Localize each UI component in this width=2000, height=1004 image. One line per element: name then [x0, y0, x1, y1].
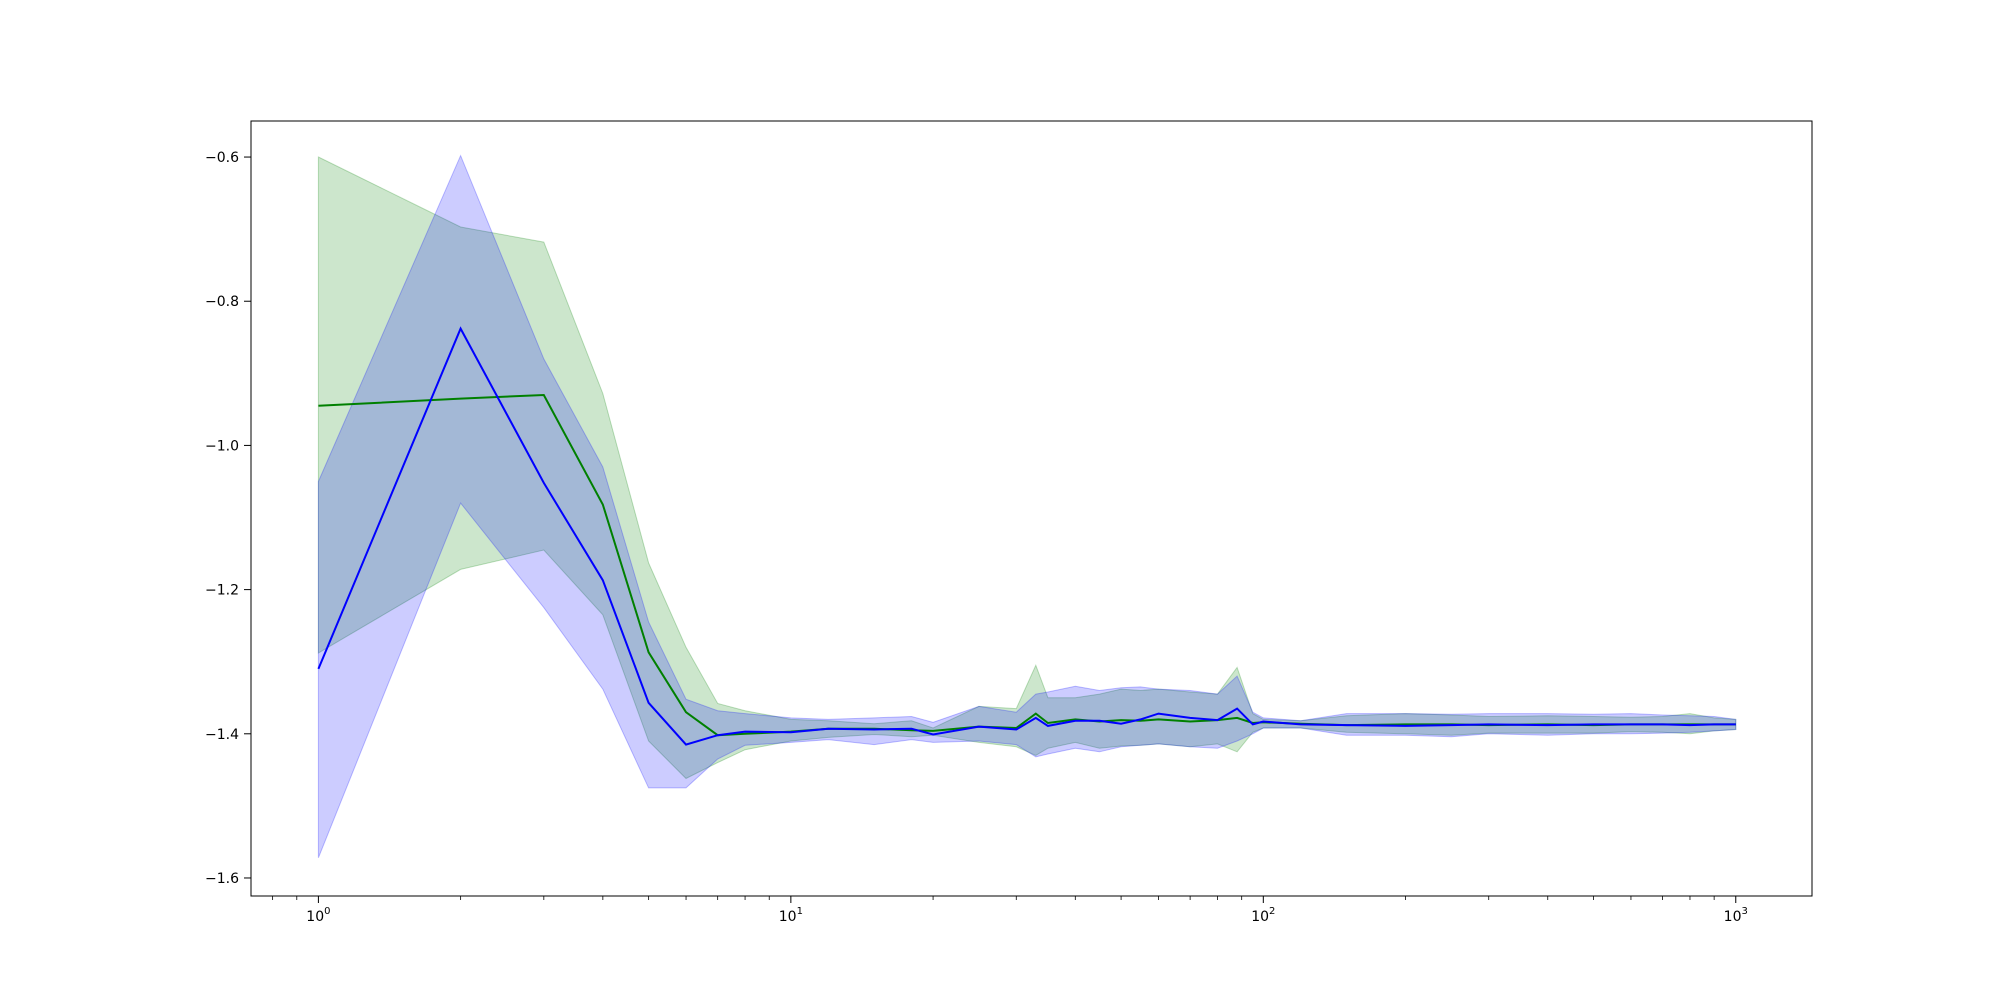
- series-lines: [317, 326, 1736, 746]
- x-tick-label: 103: [1724, 906, 1748, 925]
- y-tick-label: −0.6: [205, 150, 239, 166]
- x-tick-label: 100: [306, 906, 330, 925]
- y-tick-label: −1.6: [205, 871, 239, 887]
- series-2-band: [317, 154, 1737, 858]
- x-axis: 100 101 102 103: [272, 896, 1748, 925]
- y-tick-label: −1.0: [205, 438, 239, 454]
- y-tick-label: −1.2: [205, 583, 239, 599]
- y-tick-label: −1.4: [205, 727, 239, 743]
- confidence-bands: [317, 154, 1737, 858]
- plot-frame: [250, 120, 1813, 897]
- series-2-line: [317, 326, 1736, 746]
- y-tick-label: −0.8: [205, 294, 239, 310]
- x-tick-label: 101: [779, 906, 803, 925]
- y-axis: −0.6 −0.8 −1.0 −1.2 −1.4 −1.6: [205, 150, 251, 887]
- x-tick-label: 102: [1251, 906, 1275, 925]
